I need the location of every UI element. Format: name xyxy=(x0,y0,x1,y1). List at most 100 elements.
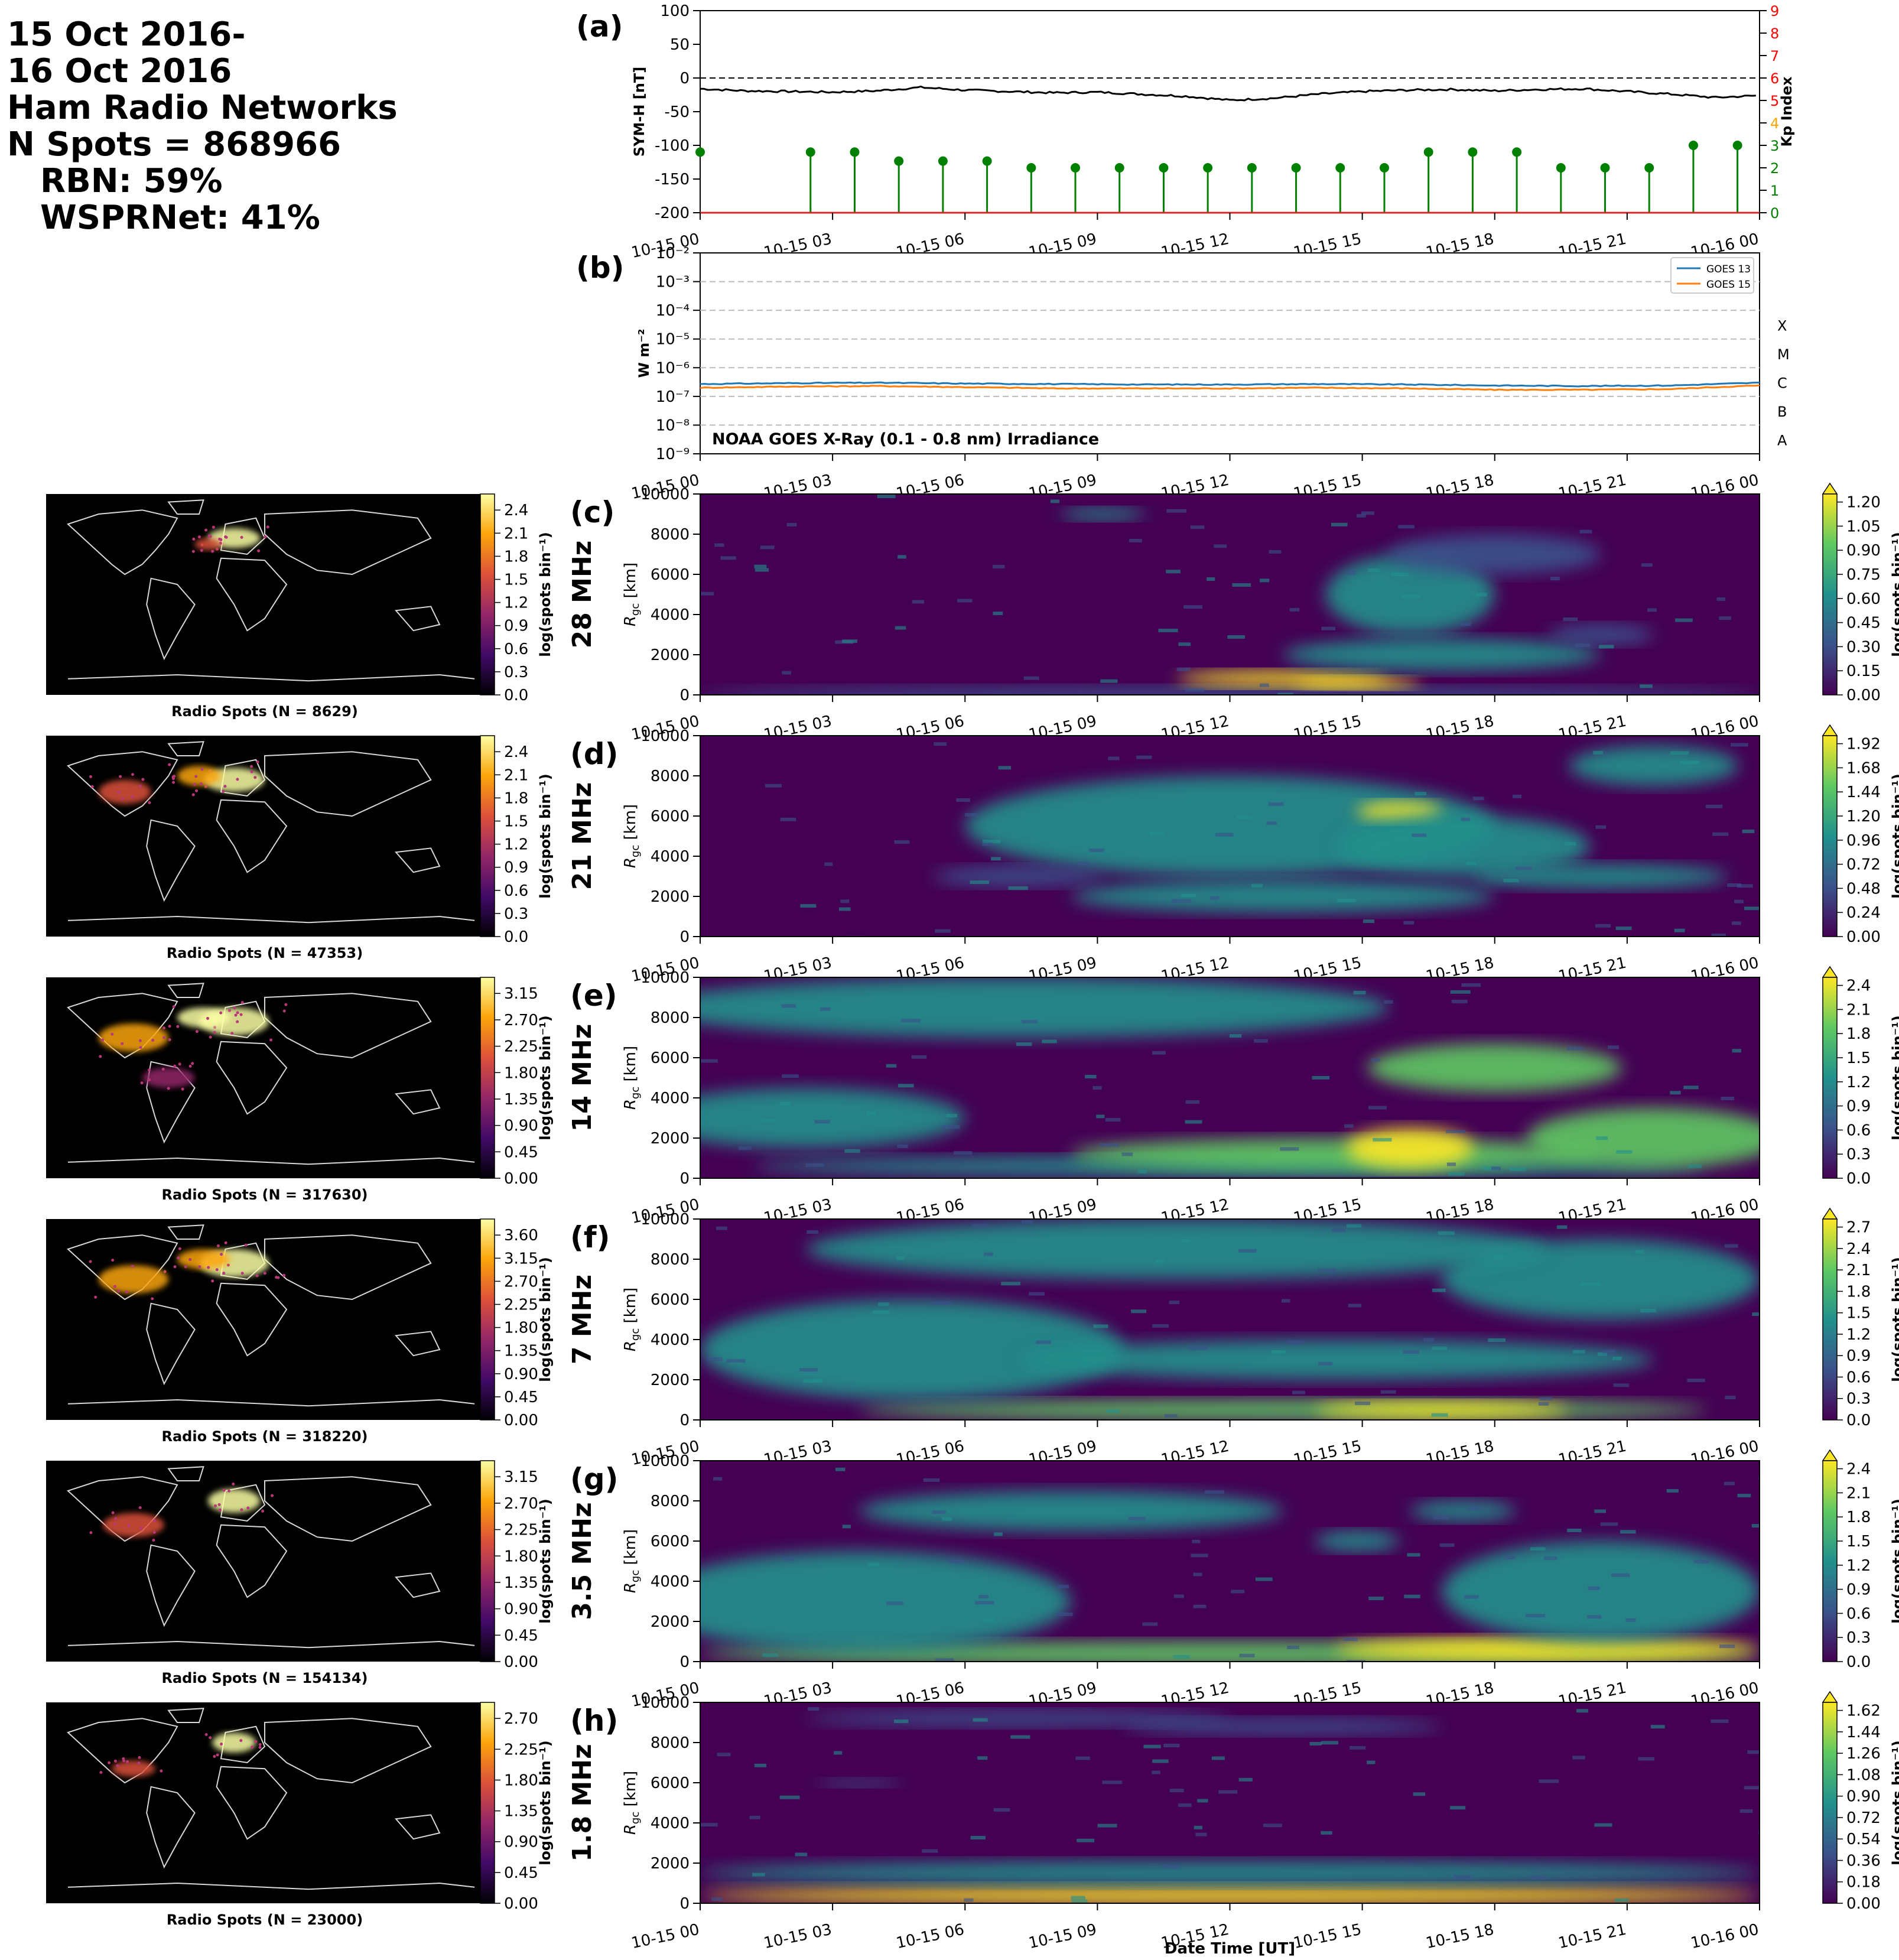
rti-speckle xyxy=(760,545,775,550)
rti-speckle xyxy=(1599,645,1614,649)
spot-point xyxy=(161,1068,165,1071)
rti-speckle xyxy=(1361,511,1374,515)
coastline xyxy=(264,751,432,817)
coastline xyxy=(146,1786,196,1869)
rti-speckle xyxy=(1346,1224,1362,1228)
rti-intensity-region xyxy=(1314,1531,1400,1551)
rti-speckle xyxy=(993,564,1005,568)
header-line-4: N Spots = 868966 xyxy=(7,125,342,164)
rti-speckle xyxy=(1318,1268,1337,1272)
kp-tick-label: 1 xyxy=(1770,183,1779,199)
rti-speckle xyxy=(1343,1637,1358,1642)
rti-speckle xyxy=(842,1525,851,1529)
y-tick-label: 50 xyxy=(670,36,690,54)
rti-speckle xyxy=(783,1557,795,1561)
colorbar-tick-label: 1.8 xyxy=(1846,1509,1871,1526)
flare-class-label: A xyxy=(1777,433,1787,449)
kp-point xyxy=(1159,163,1169,173)
coastline xyxy=(216,1282,288,1357)
rti-intensity-region xyxy=(1389,534,1601,574)
spot-point xyxy=(254,1740,258,1743)
rti-speckle xyxy=(1453,1875,1472,1879)
rti-speckle xyxy=(738,1146,752,1150)
coastline xyxy=(67,1718,178,1784)
rti-speckle xyxy=(1613,1383,1629,1387)
colorbar-tick-label: 1.80 xyxy=(504,1064,538,1082)
rti-speckle xyxy=(1539,1397,1552,1401)
rti-speckle xyxy=(1482,1166,1499,1171)
rti-speckle xyxy=(1439,1543,1455,1547)
rti-speckle xyxy=(1238,1777,1253,1782)
header-rbn-share: RBN: 59% xyxy=(40,162,223,200)
coastline xyxy=(216,1766,288,1840)
y-tick-label: -50 xyxy=(665,103,690,121)
panel-label: (g) xyxy=(570,1462,619,1496)
rti-speckle xyxy=(761,1118,776,1122)
y-tick-label: 100 xyxy=(660,2,690,20)
rti-speckle xyxy=(800,904,817,908)
rti-speckle xyxy=(1255,1577,1273,1581)
colorbar-tick-label: 1.35 xyxy=(504,1343,538,1360)
rti-speckle xyxy=(1169,1789,1184,1793)
spot-point xyxy=(198,1265,201,1269)
spot-point xyxy=(167,1087,170,1090)
rti-speckle xyxy=(1716,597,1726,601)
spot-point xyxy=(131,1265,135,1268)
rti-speckle xyxy=(1281,1299,1290,1303)
y-tick-label: 10⁻⁷ xyxy=(656,388,690,406)
colorbar-tick-label: 1.35 xyxy=(504,1574,538,1592)
rti-speckle xyxy=(1097,1824,1117,1828)
spot-point xyxy=(101,1038,105,1042)
band-panel-7mhz: Radio Spots (N = 318220)0.000.450.901.35… xyxy=(46,1207,1899,1469)
rti-speckle xyxy=(886,1064,897,1068)
spot-density xyxy=(177,1007,230,1028)
rti-speckle xyxy=(898,555,906,559)
colorbar-tick-label: 2.4 xyxy=(504,743,528,761)
rti-speckle xyxy=(1099,1143,1120,1147)
rti-speckle xyxy=(1719,1644,1735,1649)
colorbar-tick-label: 1.80 xyxy=(504,1772,538,1789)
coastline xyxy=(167,983,204,998)
coastline xyxy=(67,509,178,576)
rti-speckle xyxy=(1211,1756,1225,1760)
spot-point xyxy=(89,775,92,778)
colorbar-tick-label: 1.8 xyxy=(1846,1025,1871,1043)
rti-speckle xyxy=(1465,862,1477,866)
rti-speckle xyxy=(897,1144,908,1148)
rti-speckle xyxy=(1752,1312,1760,1317)
rti-speckle xyxy=(1595,825,1606,829)
rti-speckle xyxy=(1010,1735,1030,1739)
flare-class-label: B xyxy=(1777,404,1787,420)
rti-speckle xyxy=(1423,1338,1435,1342)
rti-heatmap xyxy=(700,1707,1760,1903)
colorbar-tick-label: 1.68 xyxy=(1846,759,1881,777)
y-tick-label: 0 xyxy=(679,928,690,946)
rti-speckle xyxy=(1100,679,1118,683)
colorbar-tick-label: 0.9 xyxy=(1846,1098,1871,1116)
rti-speckle xyxy=(1337,899,1357,903)
x-tick-label: 10-15 09 xyxy=(1027,1921,1098,1953)
spot-point xyxy=(195,789,199,792)
rti-speckle xyxy=(1491,1166,1501,1171)
colorbar-tick-label: 0.6 xyxy=(1846,1605,1871,1623)
coastline xyxy=(67,1399,475,1407)
rti-intensity-region xyxy=(1335,816,1591,876)
rti-ylabel-main: R xyxy=(622,1099,639,1110)
spot-point xyxy=(263,1272,266,1275)
colorbar-tick-label: 1.35 xyxy=(504,1803,538,1821)
band-frequency-label: 14 MHz xyxy=(567,1024,597,1132)
spot-density xyxy=(103,1513,164,1538)
rti-speckle xyxy=(1445,1129,1466,1133)
colorbar-tick-label: 2.25 xyxy=(504,1038,538,1056)
y-tick-label: 10⁻⁶ xyxy=(656,359,690,377)
spot-point xyxy=(197,535,201,539)
rti-speckle xyxy=(1318,1361,1333,1366)
spot-point xyxy=(126,1760,129,1763)
rti-speckle xyxy=(1163,1744,1180,1748)
y-tick-label: 0 xyxy=(679,1895,690,1913)
coastline xyxy=(394,1089,441,1115)
rti-speckle xyxy=(1138,1169,1147,1174)
rti-speckle xyxy=(1587,1615,1602,1619)
rti-speckle xyxy=(1078,862,1089,866)
rti-speckle xyxy=(755,568,769,572)
